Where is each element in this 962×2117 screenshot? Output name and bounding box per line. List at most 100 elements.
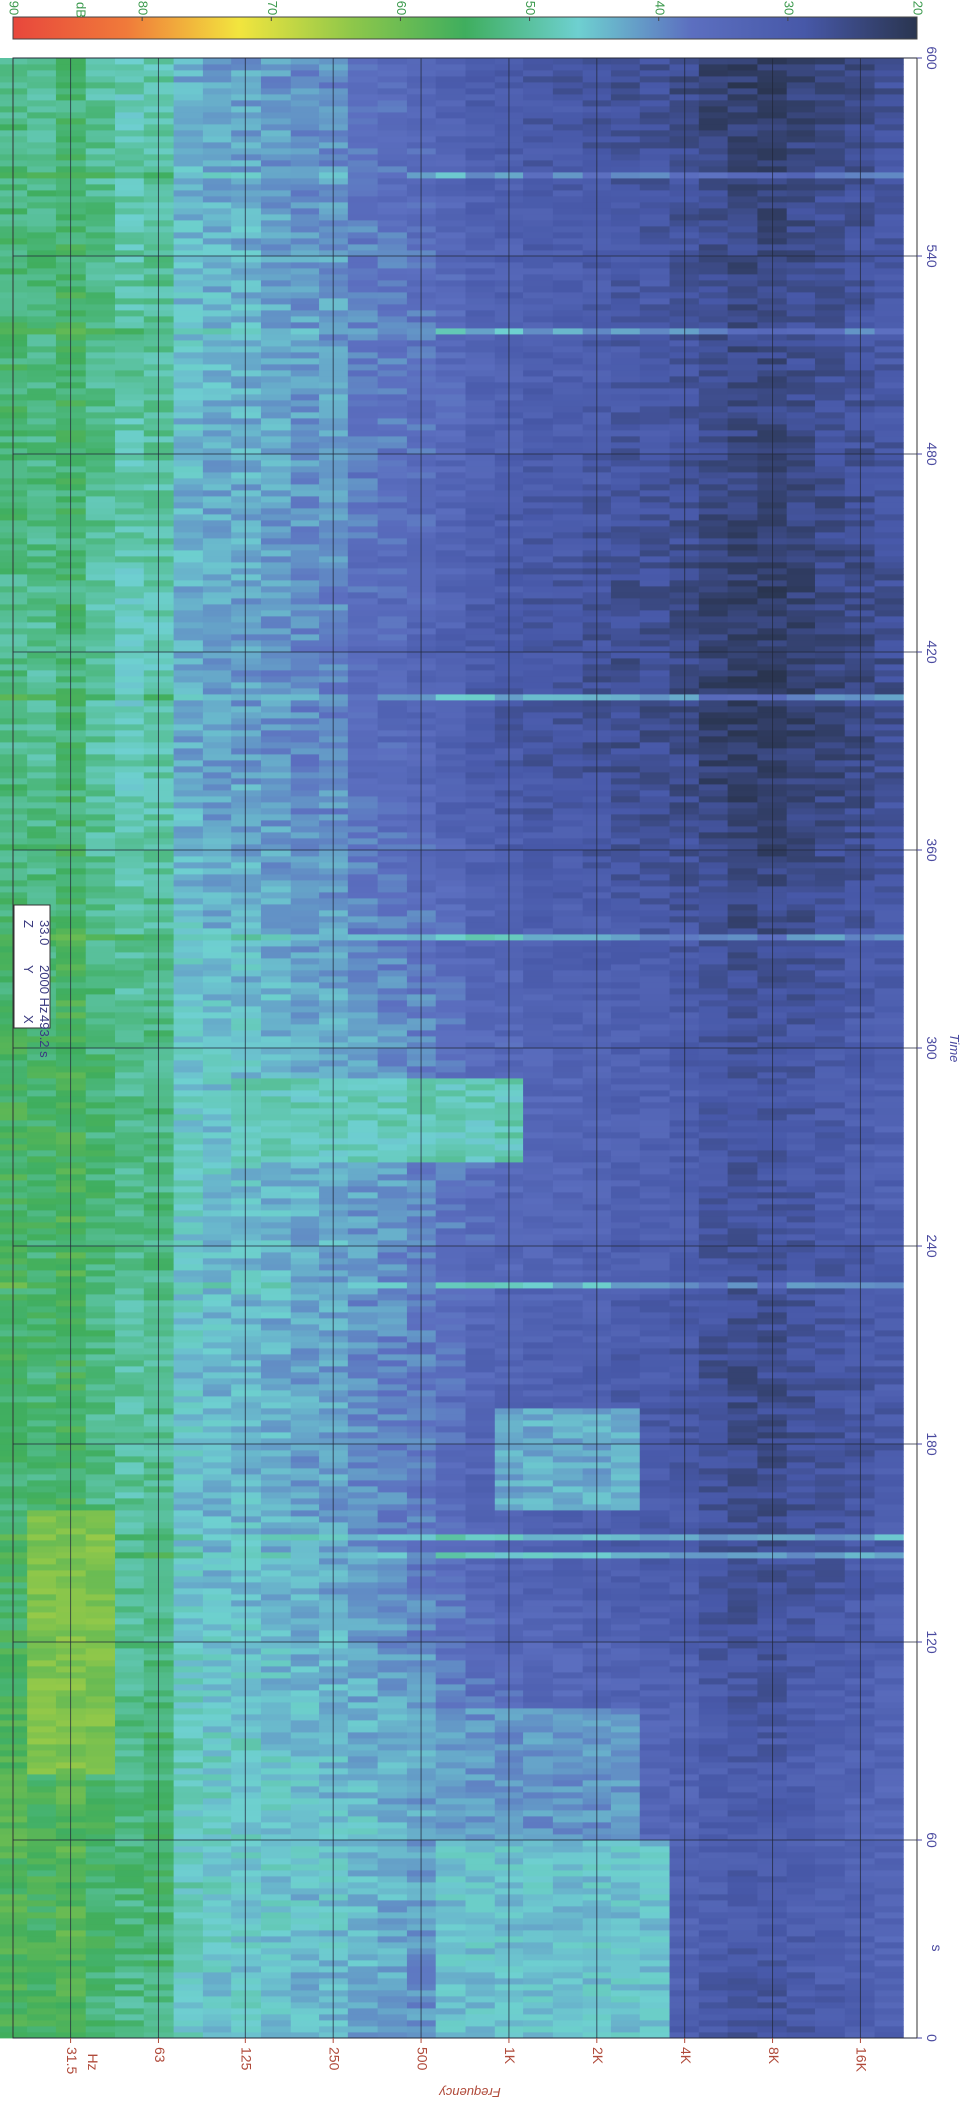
heatmap-cell — [85, 1876, 116, 1883]
heatmap-cell — [552, 1558, 584, 1565]
heatmap-cell — [610, 1192, 641, 1199]
heatmap-cell — [85, 1756, 116, 1763]
heatmap-cell — [435, 1144, 466, 1151]
heatmap-cell — [290, 1822, 320, 1829]
heatmap-cell — [27, 1366, 57, 1373]
heatmap-cell — [786, 1996, 816, 2003]
heatmap-cell — [727, 1942, 758, 1949]
heatmap-cell — [27, 1258, 57, 1265]
heatmap-cell — [844, 1306, 875, 1313]
heatmap-cell — [290, 1720, 320, 1727]
heatmap-cell — [610, 1354, 641, 1361]
heatmap-cell — [786, 1480, 816, 1487]
heatmap-cell — [639, 1300, 670, 1307]
heatmap-cell — [85, 1324, 116, 1331]
heatmap-cell — [290, 1564, 320, 1571]
heatmap-cell — [698, 1306, 729, 1313]
heatmap-cell — [377, 1078, 408, 1085]
heatmap-cell — [844, 1618, 875, 1625]
heatmap-cell — [377, 2020, 408, 2027]
heatmap-cell — [377, 1564, 408, 1571]
heatmap-cell — [231, 1552, 262, 1559]
heatmap-cell — [377, 1450, 408, 1457]
heatmap-cell — [231, 1966, 262, 1973]
heatmap-cell — [0, 1774, 28, 1781]
heatmap-cell — [347, 2026, 379, 2033]
heatmap-cell — [552, 1456, 584, 1463]
heatmap-cell — [610, 1636, 641, 1643]
heatmap-cell — [260, 1216, 292, 1223]
heatmap-cell — [377, 1588, 408, 1595]
heatmap-cell — [727, 1930, 758, 1937]
heatmap-cell — [874, 1438, 904, 1445]
heatmap-cell — [377, 1918, 408, 1925]
heatmap-cell — [874, 1324, 904, 1331]
heatmap-cell — [347, 1342, 379, 1349]
heatmap-cell — [202, 1354, 232, 1361]
heatmap-cell — [639, 1960, 670, 1967]
heatmap-cell — [552, 1096, 584, 1103]
heatmap-cell — [0, 1372, 28, 1379]
heatmap-cell — [727, 1174, 758, 1181]
heatmap-cell — [698, 1852, 729, 1859]
heatmap-cell — [27, 1324, 57, 1331]
heatmap-cell — [698, 1096, 729, 1103]
heatmap-cell — [698, 1168, 729, 1175]
heatmap-cell — [610, 1648, 641, 1655]
heatmap-cell — [0, 1210, 28, 1217]
heatmap-cell — [27, 1672, 57, 1679]
heatmap-cell — [27, 1252, 57, 1259]
heatmap-cell — [698, 1702, 729, 1709]
heatmap-cell — [814, 1672, 846, 1679]
heatmap-cell — [698, 1834, 729, 1841]
heatmap-cell — [435, 1894, 466, 1901]
heatmap-cell — [610, 1108, 641, 1115]
heatmap-cell — [552, 1408, 584, 1415]
heatmap-cell — [202, 1408, 232, 1415]
heatmap-cell — [465, 1366, 496, 1373]
heatmap-cell — [173, 1264, 204, 1271]
heatmap-cell — [27, 1966, 57, 1973]
heatmap-cell — [874, 1648, 904, 1655]
heatmap-cell — [27, 1504, 57, 1511]
heatmap-cell — [260, 1270, 292, 1277]
heatmap-cell — [786, 1372, 816, 1379]
heatmap-cell — [260, 1360, 292, 1367]
heatmap-cell — [347, 1564, 379, 1571]
heatmap-cell — [698, 1996, 729, 2003]
heatmap-cell — [347, 1804, 379, 1811]
heatmap-cell — [435, 1948, 466, 1955]
heatmap-cell — [347, 2020, 379, 2027]
heatmap-cell — [115, 1522, 145, 1529]
heatmap-cell — [552, 1798, 584, 1805]
heatmap-cell — [523, 1804, 554, 1811]
heatmap-cell — [290, 1750, 320, 1757]
heatmap-cell — [27, 1096, 57, 1103]
heatmap-cell — [727, 1696, 758, 1703]
heatmap-cell — [173, 1240, 204, 1247]
heatmap-cell — [202, 1978, 232, 1985]
heatmap-cell — [698, 1846, 729, 1853]
heatmap-cell — [347, 1336, 379, 1343]
heatmap-cell — [844, 1960, 875, 1967]
heatmap-cell — [727, 1888, 758, 1895]
heatmap-cell — [27, 1858, 57, 1865]
heatmap-cell — [290, 1522, 320, 1529]
heatmap-cell — [202, 1594, 232, 1601]
heatmap-cell — [435, 2008, 466, 2015]
heatmap-cell — [610, 1834, 641, 1841]
heatmap-cell — [552, 1636, 584, 1643]
heatmap-cell — [435, 1468, 466, 1475]
heatmap-cell — [874, 1264, 904, 1271]
heatmap-cell — [552, 1816, 584, 1823]
heatmap-cell — [523, 1906, 554, 1913]
heatmap-cell — [173, 1414, 204, 1421]
heatmap-cell — [202, 1672, 232, 1679]
heatmap-cell — [639, 1486, 670, 1493]
heatmap-cell — [231, 1672, 262, 1679]
heatmap-cell — [27, 1732, 57, 1739]
heatmap-cell — [610, 1672, 641, 1679]
heatmap-cell — [173, 1762, 204, 1769]
heatmap-cell — [786, 1366, 816, 1373]
